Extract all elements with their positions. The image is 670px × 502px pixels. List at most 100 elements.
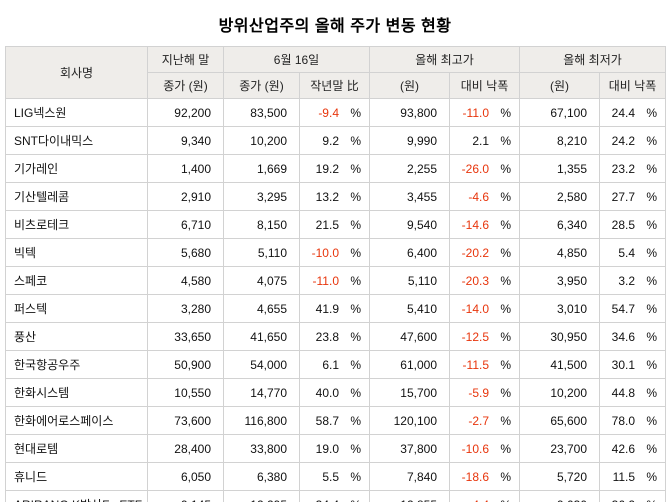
table-row: 기가레인 1,400 1,669 19.2% 2,255 -26.0% 1,355 23.2%	[5, 154, 667, 183]
last-year-close: 9,340	[147, 126, 224, 155]
percent-value: -18.6	[461, 469, 490, 484]
june16-close: 33,800	[223, 434, 300, 463]
june16-close: 12,295	[223, 490, 300, 502]
vs-lastyear-pct: 41.9%	[299, 294, 370, 323]
percent-sign: %	[646, 273, 658, 288]
june16-close: 83,500	[223, 98, 300, 127]
percent-sign: %	[646, 498, 657, 502]
june16-close: 8,150	[223, 210, 300, 239]
high-drop-pct: -11.0%	[448, 98, 521, 127]
low-gap-pct: 11.5%	[599, 462, 667, 491]
percent-sign: %	[646, 441, 658, 456]
june16-close: 14,770	[223, 378, 300, 407]
high-drop-pct: -14.6%	[448, 210, 521, 239]
percent-sign: %	[646, 413, 658, 428]
last-year-close: 50,900	[147, 350, 224, 379]
june16-close: 116,800	[223, 406, 300, 435]
percent-sign: %	[500, 469, 512, 484]
table-row: 스페코 4,580 4,075 -11.0% 5,110 -20.3% 3,950 3.2%	[5, 266, 667, 295]
vs-lastyear-pct: 21.5%	[299, 210, 370, 239]
percent-value: 24.2	[611, 133, 636, 148]
last-year-close: 4,580	[147, 266, 224, 295]
year-low: 10,200	[519, 378, 601, 407]
high-drop-pct: -5.9%	[448, 378, 521, 407]
vs-lastyear-pct: 19.0%	[299, 434, 370, 463]
percent-value: -20.2	[461, 245, 490, 260]
percent-value: 41.9	[315, 301, 339, 316]
percent-value: 34.4	[316, 498, 339, 502]
percent-value: -12.5	[461, 329, 490, 344]
percent-sign: %	[350, 329, 361, 344]
high-drop-pct: -12.5%	[448, 322, 521, 351]
vs-lastyear-pct: -10.0%	[299, 238, 370, 267]
high-drop-pct: -4.6%	[448, 182, 521, 211]
col-subheader-june16-close: 종가 (원)	[223, 72, 300, 99]
percent-value: 5.5	[322, 469, 339, 484]
year-high: 9,540	[369, 210, 450, 239]
percent-sign: %	[350, 413, 361, 428]
last-year-close: 6,710	[147, 210, 224, 239]
low-gap-pct: 34.6%	[599, 322, 667, 351]
company-name: 스페코	[5, 266, 148, 295]
year-low: 9,030	[519, 490, 601, 502]
percent-sign: %	[350, 385, 361, 400]
percent-value: -11.5	[462, 357, 490, 372]
year-low: 41,500	[519, 350, 601, 379]
low-gap-pct: 5.4%	[599, 238, 667, 267]
percent-sign: %	[500, 245, 512, 260]
percent-sign: %	[646, 161, 658, 176]
year-high: 120,100	[369, 406, 450, 435]
table-row: 한화시스템 10,550 14,770 40.0% 15,700 -5.9% 10,200 4…	[5, 378, 667, 407]
high-drop-pct: -4.4%	[448, 490, 521, 502]
percent-sign: %	[500, 301, 512, 316]
company-name: 휴니드	[5, 462, 148, 491]
last-year-close: 6,050	[147, 462, 224, 491]
high-drop-pct: -18.6%	[448, 462, 521, 491]
vs-lastyear-pct: 58.7%	[299, 406, 370, 435]
june16-close: 41,650	[223, 322, 300, 351]
percent-value: 19.0	[315, 441, 339, 456]
percent-sign: %	[646, 189, 658, 204]
june16-close: 6,380	[223, 462, 300, 491]
page-title: 방위산업주의 올해 주가 변동 현황	[218, 18, 452, 35]
company-name: 기가레인	[5, 154, 148, 183]
company-name: SNT다이내믹스	[5, 126, 148, 155]
percent-sign: %	[500, 357, 512, 372]
percent-value: 23.2	[611, 161, 636, 176]
percent-sign: %	[350, 217, 361, 232]
percent-value: 11.5	[612, 469, 636, 484]
company-name: 한국항공우주	[5, 350, 148, 379]
high-drop-pct: -10.6%	[448, 434, 521, 463]
percent-sign: %	[646, 357, 658, 372]
vs-lastyear-pct: -11.0%	[299, 266, 370, 295]
year-high: 37,800	[369, 434, 450, 463]
percent-value: -5.9	[468, 385, 490, 400]
high-drop-pct: -20.2%	[448, 238, 521, 267]
col-subheader-lastyear-close: 종가 (원)	[147, 72, 224, 99]
percent-sign: %	[500, 441, 512, 456]
last-year-close: 9,145	[147, 490, 224, 502]
percent-sign: %	[646, 329, 658, 344]
company-name: 풍산	[5, 322, 148, 351]
percent-sign: %	[350, 189, 361, 204]
high-drop-pct: -11.5%	[448, 350, 521, 379]
percent-value: 36.2	[612, 498, 635, 502]
percent-value: 58.7	[315, 413, 339, 428]
table-row: 기산텔레콤 2,910 3,295 13.2% 3,455 -4.6% 2,580 27.7%	[5, 182, 667, 211]
percent-value: -10.0	[311, 245, 339, 260]
last-year-close: 3,280	[147, 294, 224, 323]
vs-lastyear-pct: 6.1%	[299, 350, 370, 379]
table-row: 비츠로테크 6,710 8,150 21.5% 9,540 -14.6% 6,340 28.5…	[5, 210, 667, 239]
header-row-sub: 종가 (원) 종가 (원) 작년말 比 (원) 대비 낙폭 (원) 대비 낙폭	[6, 72, 667, 99]
percent-sign: %	[646, 301, 658, 316]
col-header-june16: 6월 16일	[223, 46, 370, 73]
table-row: 현대로템 28,400 33,800 19.0% 37,800 -10.6% 23,700 4…	[5, 434, 667, 463]
low-gap-pct: 42.6%	[599, 434, 667, 463]
low-gap-pct: 36.2%	[599, 490, 667, 502]
year-low: 3,950	[519, 266, 601, 295]
percent-value: 23.8	[315, 329, 339, 344]
year-low: 5,720	[519, 462, 601, 491]
june16-close: 4,075	[223, 266, 300, 295]
col-subheader-high-won: (원)	[369, 72, 450, 99]
vs-lastyear-pct: 5.5%	[299, 462, 370, 491]
